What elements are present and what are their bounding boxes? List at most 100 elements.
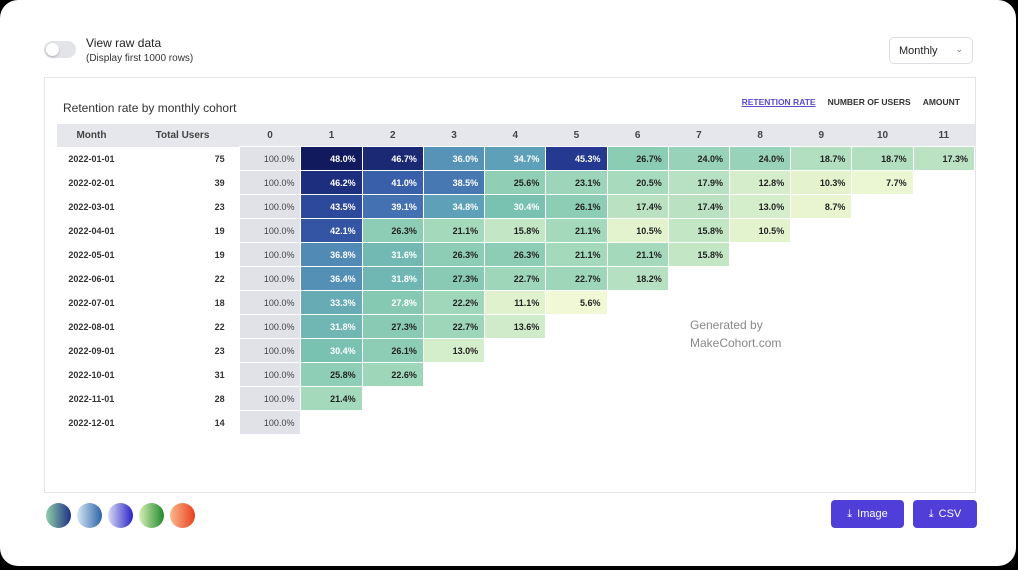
retention-cell: 46.2%	[300, 170, 363, 195]
empty-cell	[729, 267, 790, 291]
download-icon: ⤓	[928, 507, 934, 520]
empty-cell	[791, 339, 852, 363]
palette-blue-purple[interactable]	[108, 503, 133, 528]
empty-cell	[362, 411, 423, 435]
retention-cell: 21.4%	[300, 386, 363, 411]
cohort-month: 2022-10-01	[68, 369, 115, 380]
tab-retention-rate[interactable]: RETENTION RATE	[741, 97, 816, 107]
retention-cell: 13.0%	[728, 194, 792, 219]
cohort-total-users: 19	[214, 249, 225, 260]
empty-cell	[852, 387, 913, 411]
empty-cell	[607, 411, 668, 435]
retention-cell: 24.0%	[667, 146, 730, 171]
cohort-row: 2022-09-01 23 100.0% 30.4% 26.1% 13.0%	[57, 338, 975, 363]
empty-cell	[913, 387, 974, 411]
empty-cell	[607, 363, 668, 387]
retention-cell: 8.7%	[790, 194, 853, 219]
column-header-period: 10	[851, 124, 914, 147]
empty-cell	[607, 315, 668, 339]
card-title: Retention rate by monthly cohort	[63, 101, 237, 115]
retention-cell: 13.6%	[484, 314, 547, 339]
retention-cell: 27.8%	[361, 290, 424, 315]
cohort-row: 2022-02-01 39 100.0% 46.2% 41.0% 38.5% 25.6% 23…	[57, 170, 975, 195]
cohort-row: 2022-12-01 14 100.0%	[57, 410, 975, 435]
empty-cell	[913, 315, 974, 339]
column-header-period: 0	[239, 124, 301, 147]
retention-cell: 22.2%	[422, 290, 486, 315]
cohort-row: 2022-11-01 28 100.0% 21.4%	[57, 386, 975, 411]
empty-cell	[913, 411, 974, 435]
cohort-month: 2022-07-01	[68, 297, 115, 308]
download-image-button[interactable]: ⤓ Image	[831, 500, 904, 528]
empty-cell	[301, 411, 362, 435]
column-header-period: 1	[300, 124, 363, 147]
cohort-total-users: 23	[214, 201, 225, 212]
retention-cell: 31.8%	[361, 266, 424, 291]
cohort-month: 2022-02-01	[68, 177, 115, 188]
palette-light-blue[interactable]	[77, 503, 102, 528]
retention-cell: 17.4%	[606, 194, 669, 219]
download-icon: ⤓	[847, 507, 853, 520]
retention-cell: 17.3%	[912, 146, 976, 171]
retention-cell: 27.3%	[361, 314, 424, 339]
retention-cell: 34.8%	[422, 194, 486, 219]
retention-cell: 36.8%	[300, 242, 363, 267]
retention-cell: 10.3%	[790, 170, 853, 195]
retention-cell: 26.7%	[606, 146, 669, 171]
retention-cell: 10.5%	[728, 218, 792, 243]
cohort-total-users: 19	[214, 225, 225, 236]
raw-data-toggle[interactable]	[44, 41, 76, 58]
retention-cell: 11.1%	[484, 290, 547, 315]
cohort-row: 2022-04-01 19 100.0% 42.1% 26.3% 21.1% 15.8% 21…	[57, 218, 975, 243]
empty-cell	[791, 243, 852, 267]
retention-cell: 100.0%	[238, 338, 302, 363]
retention-cell: 100.0%	[238, 218, 302, 243]
empty-cell	[791, 219, 852, 243]
retention-cell: 100.0%	[238, 242, 302, 267]
retention-cell: 22.6%	[361, 362, 424, 387]
retention-cell: 36.4%	[300, 266, 363, 291]
retention-cell: 10.5%	[606, 218, 669, 243]
empty-cell	[852, 195, 913, 219]
retention-cell: 15.8%	[667, 218, 730, 243]
palette-green-blue[interactable]	[46, 503, 71, 528]
tab-amount[interactable]: AMOUNT	[922, 97, 960, 107]
download-csv-button[interactable]: ⤓ CSV	[913, 500, 977, 528]
retention-cell: 26.3%	[361, 218, 424, 243]
empty-cell	[668, 267, 729, 291]
retention-cell: 21.1%	[422, 218, 486, 243]
palette-orange-red[interactable]	[170, 503, 195, 528]
column-header-period: 6	[607, 124, 669, 147]
empty-cell	[485, 387, 546, 411]
download-csv-label: CSV	[938, 508, 962, 520]
cohort-total-users: 18	[214, 297, 225, 308]
watermark-line2: MakeCohort.com	[690, 336, 782, 350]
empty-cell	[362, 387, 423, 411]
cohort-row: 2022-07-01 18 100.0% 33.3% 27.8% 22.2% 11.1% 5.…	[57, 290, 975, 315]
retention-cell: 21.1%	[606, 242, 669, 267]
empty-cell	[791, 267, 852, 291]
retention-cell: 26.3%	[422, 242, 486, 267]
retention-cell: 39.1%	[361, 194, 424, 219]
retention-cell: 12.8%	[728, 170, 792, 195]
cohort-table: Month Total Users 0 1 2 3 4 5 6 7 8 9 10 11 2022-01-0…	[57, 124, 976, 435]
watermark: Generated by MakeCohort.com	[690, 316, 781, 352]
retention-cell: 100.0%	[238, 314, 302, 339]
empty-cell	[791, 387, 852, 411]
retention-cell: 46.7%	[361, 146, 424, 171]
cohort-month: 2022-05-01	[68, 249, 115, 260]
empty-cell	[546, 339, 607, 363]
empty-cell	[852, 243, 913, 267]
cohort-row: 2022-05-01 19 100.0% 36.8% 31.6% 26.3% 26.3% 21…	[57, 242, 975, 267]
period-select[interactable]: Monthly ⌄	[889, 37, 973, 64]
empty-cell	[913, 267, 974, 291]
retention-cell: 26.3%	[484, 242, 547, 267]
tab-number-of-users[interactable]: NUMBER OF USERS	[827, 97, 911, 107]
empty-cell	[607, 291, 668, 315]
retention-cell: 18.2%	[606, 266, 669, 291]
retention-cell: 15.8%	[667, 242, 730, 267]
retention-cell: 21.1%	[545, 218, 608, 243]
cohort-total-users: 22	[214, 273, 225, 284]
empty-cell	[546, 411, 607, 435]
palette-green[interactable]	[139, 503, 164, 528]
